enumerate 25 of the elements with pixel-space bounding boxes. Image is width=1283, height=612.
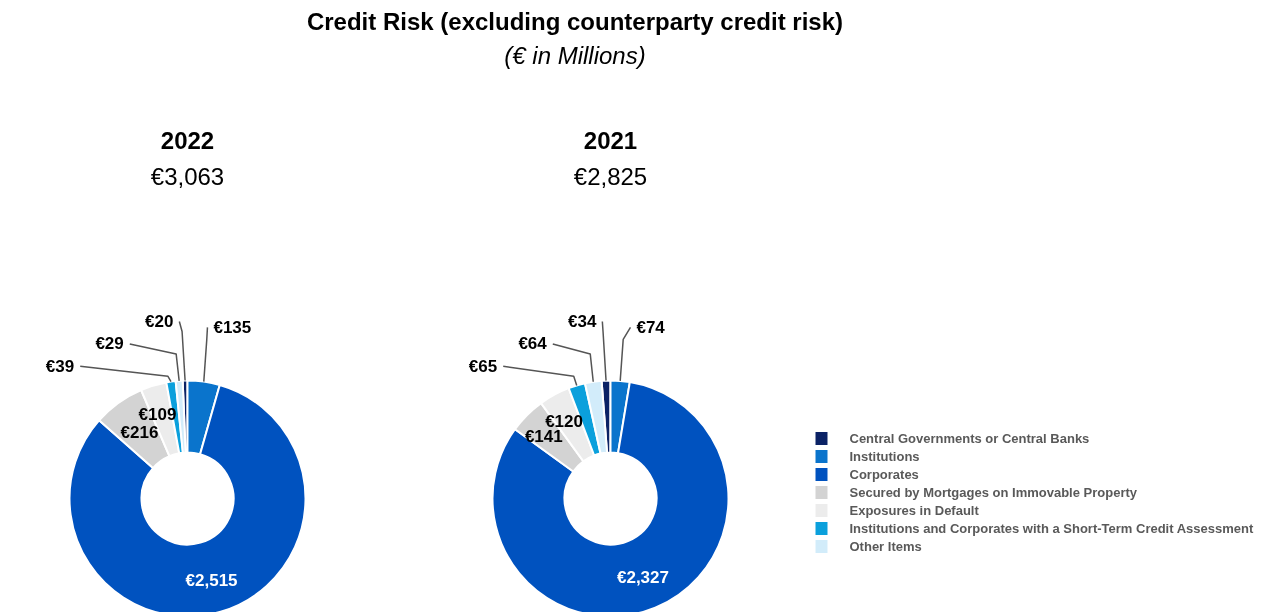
data-label: €2,327	[616, 568, 669, 588]
legend-label: Institutions	[849, 449, 920, 464]
chart-subtitle: €2,825	[573, 163, 648, 190]
legend-label: Exposures in Default	[849, 503, 980, 518]
legend-label: Secured by Mortgages on Immovable Property	[849, 485, 1138, 500]
text: Credit Risk (excluding counterparty credit risk)	[305, 7, 845, 37]
data-label: €216	[120, 422, 159, 442]
chart-subtitle: €3,063	[150, 163, 225, 190]
data-label: €135	[213, 317, 252, 337]
data-label: €29	[95, 334, 124, 354]
legend-label: Central Governments or Central Banks	[849, 431, 1090, 446]
data-label: €39	[45, 356, 75, 376]
data-label: €64	[518, 334, 548, 354]
chart-title: 2021	[583, 127, 638, 154]
text: (€ in Millions)	[503, 41, 647, 71]
data-label: €141	[524, 427, 563, 447]
legend-label: Corporates	[849, 467, 919, 482]
data-label: €20	[144, 312, 174, 331]
data-label: €2,515	[185, 571, 238, 591]
data-label: €74	[636, 317, 666, 337]
legend-label: Other Items	[849, 539, 922, 554]
legend-label: Institutions and Corporates with a Short-Term Credit Assessment	[849, 521, 1254, 536]
data-label: €34	[567, 312, 597, 331]
chart-title: 2022	[160, 127, 215, 154]
data-label: €65	[468, 356, 498, 376]
